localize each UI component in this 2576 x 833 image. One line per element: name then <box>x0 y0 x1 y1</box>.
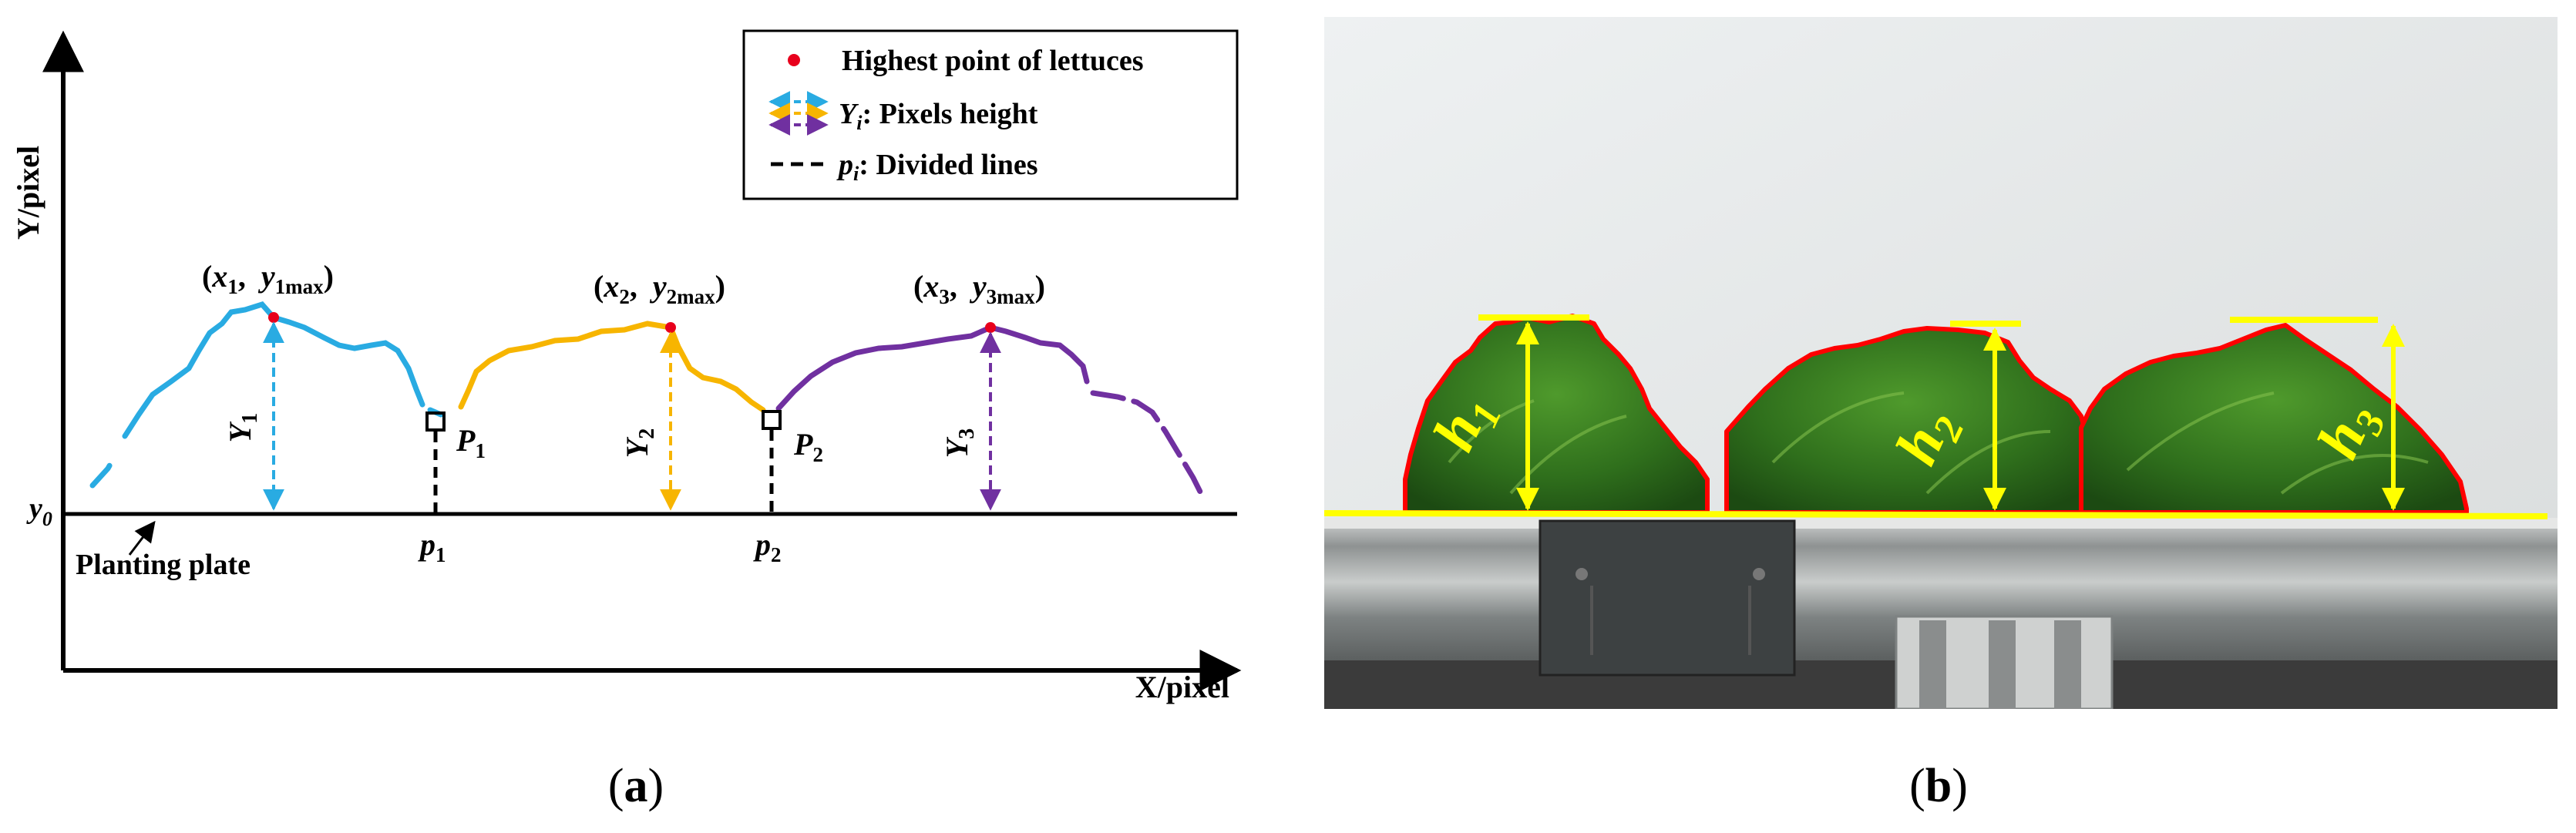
legend-height-text: Yi: Pixels height <box>839 98 1038 134</box>
height-label-1: Y1 <box>223 413 262 442</box>
lettuce-photo: h1 h2 h3 <box>1324 17 2558 709</box>
legend-divided-text: pi: Divided lines <box>836 149 1037 185</box>
caption-a: (a) <box>608 760 664 812</box>
y-axis-label: Y/pixel <box>11 146 45 240</box>
divider-point-1 <box>425 411 446 432</box>
coord-label-1: (x1, y1max) <box>202 259 334 298</box>
coord-label-3: (x3, y3max) <box>913 269 1045 308</box>
legend: Highest point of lettuces Yi: Pixels hei… <box>742 29 1239 200</box>
plate-arrow <box>128 520 156 556</box>
coord-label-2: (x2, y2max) <box>594 269 725 308</box>
bracket <box>1539 519 1796 677</box>
lettuce-3 <box>2079 323 2469 515</box>
legend-highest-marker <box>788 54 800 66</box>
divider-line-label-1: p1 <box>418 527 446 566</box>
divider-point-label-2: P2 <box>793 427 823 466</box>
height-label-3: Y3 <box>940 428 979 458</box>
divider-point-2 <box>762 410 782 430</box>
panel-a: Y/pixel X/pixel y0 Planting plate <box>11 29 1242 812</box>
highest-point-2 <box>665 322 676 333</box>
legend-height-marker <box>768 91 829 136</box>
legend-box <box>742 29 1239 200</box>
profile-lettuce-2 <box>458 321 766 413</box>
highest-point-3 <box>985 322 996 333</box>
x-axis-label: X/pixel <box>1135 670 1229 704</box>
divider-line-label-2: p2 <box>753 527 782 566</box>
profile-lettuce-1 <box>89 301 444 489</box>
legend-highest-text: Highest point of lettuces <box>842 45 1144 77</box>
panel-b: h1 h2 h3 (b) <box>1324 17 2558 812</box>
height-label-2: Y2 <box>620 428 659 458</box>
plate-label: Planting plate <box>76 549 251 581</box>
profile-lettuce-3 <box>775 324 1207 502</box>
caption-b: (b) <box>1909 760 1968 812</box>
highest-point-1 <box>268 312 279 323</box>
plate-line <box>1324 510 2548 519</box>
divider-point-label-1: P1 <box>456 423 486 462</box>
baseline-label: y0 <box>26 492 52 530</box>
